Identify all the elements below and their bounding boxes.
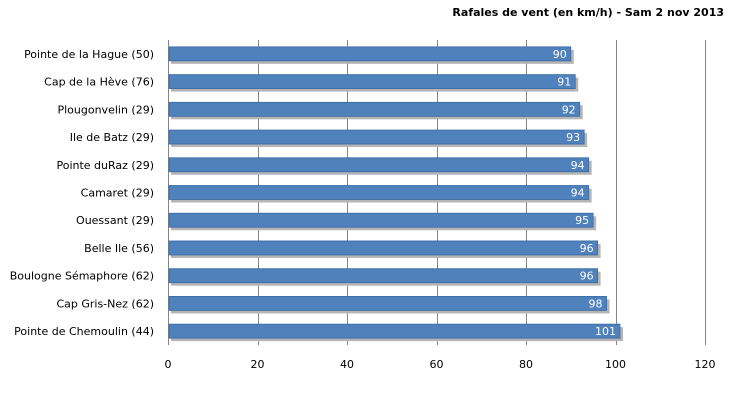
category-label: Pointe de Chemoulin (44) [14,325,154,338]
bar [168,296,607,311]
category-label: Pointe duRaz (29) [56,159,154,172]
bars [168,46,623,342]
category-label: Cap Gris-Nez (62) [56,297,154,310]
category-labels: Pointe de la Hague (50) Cap de la Hève (7… [10,48,154,338]
data-label: 93 [566,131,580,144]
x-tick-label: 0 [165,358,172,371]
category-label: Ouessant (29) [76,214,154,227]
bar [168,212,594,228]
data-labels: 90 91 92 93 94 94 95 96 96 98 101 [553,48,616,338]
category-label: Pointe de la Hague (50) [24,48,154,61]
bar [168,323,621,339]
bar [168,74,576,89]
category-label: Plougonvelin (29) [57,103,154,116]
category-label: Cap de la Hève (76) [44,76,154,89]
bar [168,185,590,200]
bar [168,129,585,145]
data-label: 90 [553,48,567,61]
x-tick-label: 60 [430,358,444,371]
x-tick-label: 80 [519,358,533,371]
category-label: Camaret (29) [81,187,154,200]
bar [168,101,581,117]
x-tick-label: 40 [340,358,354,371]
bar [168,157,590,173]
x-tick-label: 20 [251,358,265,371]
bar [168,268,599,284]
chart-title: Rafales de vent (en km/h) - Sam 2 nov 20… [452,6,724,19]
bar [168,240,599,256]
data-label: 94 [571,159,585,172]
category-label: Belle Ile (56) [84,242,154,255]
data-label: 96 [580,242,594,255]
bar [168,46,572,62]
data-label: 98 [589,297,603,310]
data-label: 91 [557,76,571,89]
data-label: 94 [571,187,585,200]
x-tick-label: 120 [695,358,716,371]
data-label: 95 [575,214,589,227]
category-label: Ile de Batz (29) [70,131,154,144]
x-axis-tick-labels: 0 20 40 60 80 100 120 [165,358,716,371]
data-label: 92 [562,103,576,116]
x-tick-label: 100 [605,358,626,371]
data-label: 101 [595,325,616,338]
category-label: Boulogne Sémaphore (62) [10,270,154,283]
data-label: 96 [580,270,594,283]
